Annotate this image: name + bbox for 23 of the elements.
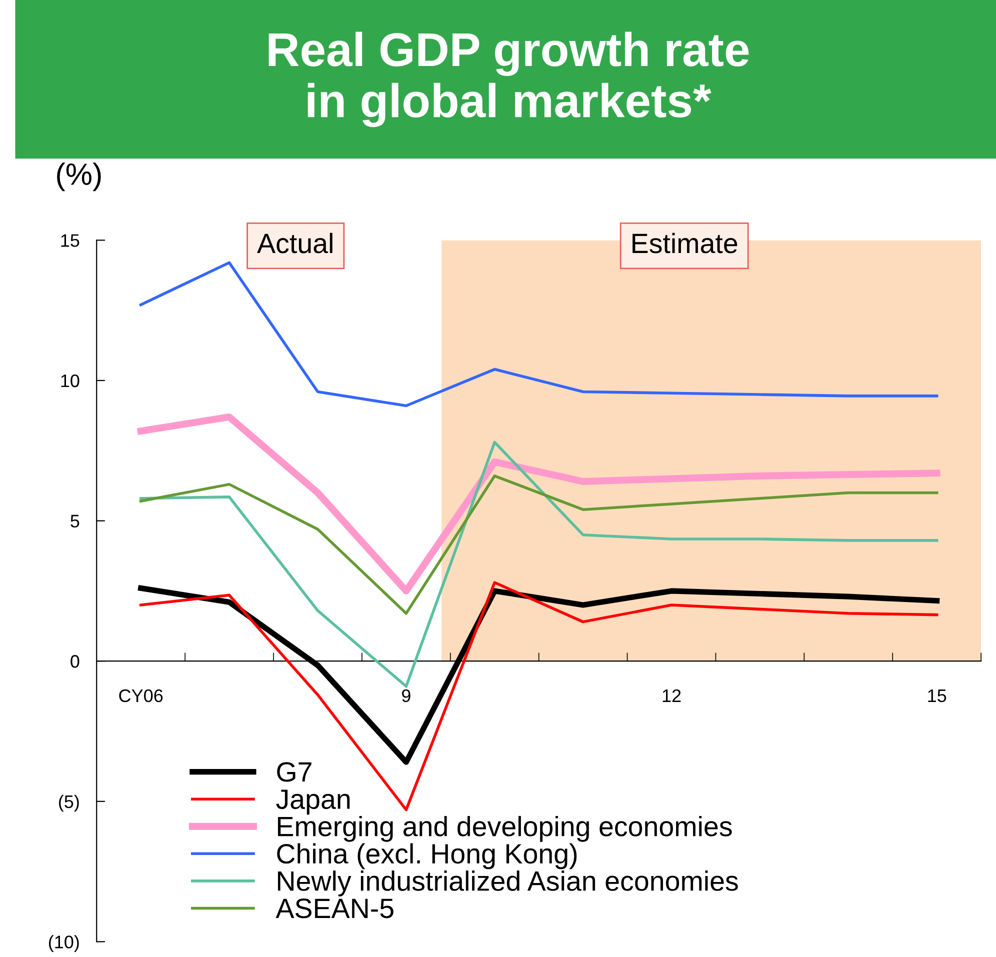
- y-tick-label: 0: [70, 655, 80, 668]
- y-tick-label: 10: [61, 374, 80, 388]
- y-tick-label: 15: [61, 234, 80, 247]
- y-tick-label: (10): [48, 935, 79, 952]
- x-tick-label: 9: [402, 689, 410, 702]
- legend-label: China (excl. Hong Kong): [277, 843, 577, 870]
- line-series: [139, 474, 938, 615]
- legend-label: G7: [277, 762, 312, 782]
- y-tick-label: 5: [70, 514, 80, 528]
- annotation: Actual: [257, 232, 332, 254]
- legend-label: Newly industrialized Asian economies: [278, 870, 738, 896]
- x-tick-label: 12: [662, 689, 681, 702]
- legend-label: ASEAN-5: [276, 898, 394, 918]
- line-series: [139, 440, 938, 688]
- y-tick-label: (5): [59, 794, 79, 812]
- line-series: [139, 261, 938, 408]
- x-tick-label: CY06: [119, 689, 163, 702]
- chart-title: Real GDP growth rate in global markets*: [268, 32, 749, 128]
- y-axis-title: (%): [57, 162, 101, 192]
- legend-label: Emerging and developing economies: [278, 816, 732, 842]
- x-tick-label: 15: [928, 690, 946, 702]
- legend-label: Japan: [276, 790, 350, 815]
- band-label: Estimate: [632, 232, 738, 254]
